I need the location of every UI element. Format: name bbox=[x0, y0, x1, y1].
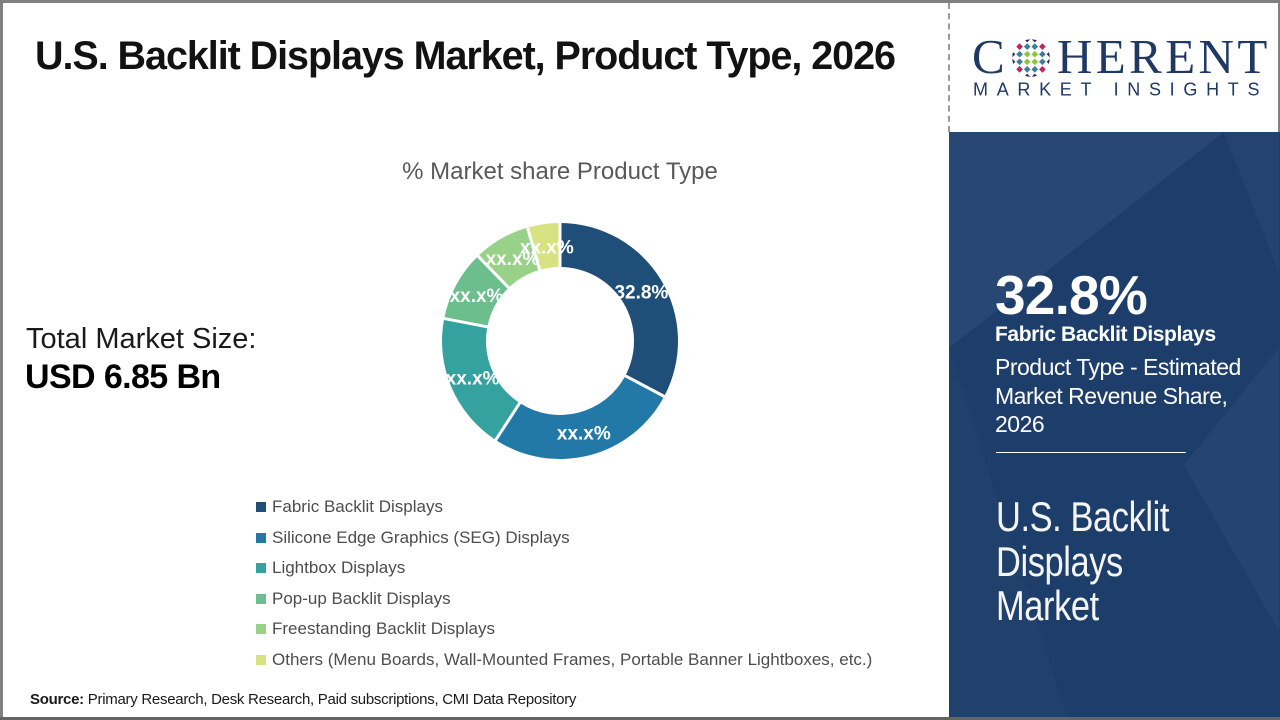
svg-text:xx.x%: xx.x% bbox=[557, 424, 611, 445]
svg-text:HERENT: HERENT bbox=[1057, 29, 1271, 84]
svg-text:MARKET INSIGHTS: MARKET INSIGHTS bbox=[973, 80, 1268, 100]
svg-text:xx.x%: xx.x% bbox=[446, 369, 500, 390]
svg-text:xx.x%: xx.x% bbox=[520, 237, 574, 258]
svg-text:32.8%: 32.8% bbox=[614, 283, 668, 304]
svg-text:xx.x%: xx.x% bbox=[450, 286, 504, 307]
svg-text:xx.x%: xx.x% bbox=[486, 249, 540, 270]
svg-text:C: C bbox=[972, 29, 1005, 84]
